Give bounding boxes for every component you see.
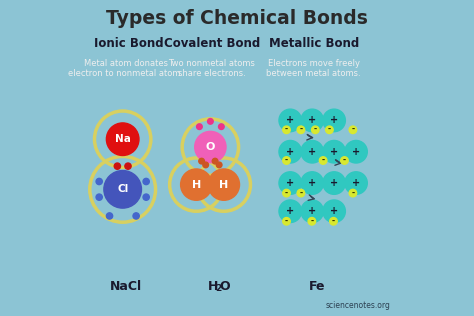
Text: +: + [308, 206, 316, 216]
Circle shape [96, 178, 102, 185]
Circle shape [345, 172, 367, 194]
Circle shape [323, 109, 346, 132]
Text: -: - [332, 217, 335, 226]
Circle shape [323, 200, 346, 222]
Circle shape [297, 126, 305, 134]
Circle shape [125, 163, 131, 169]
Text: sciencenotes.org: sciencenotes.org [326, 301, 391, 310]
Circle shape [283, 217, 290, 225]
Text: Metal atom donates
electron to nonmetal atom.: Metal atom donates electron to nonmetal … [68, 59, 183, 78]
Text: H: H [219, 179, 228, 190]
Circle shape [349, 126, 356, 134]
Text: +: + [286, 178, 294, 188]
Text: O: O [206, 142, 215, 152]
Circle shape [319, 157, 327, 164]
Circle shape [301, 200, 323, 222]
Circle shape [283, 189, 290, 197]
Text: +: + [330, 206, 338, 216]
Circle shape [219, 124, 224, 130]
Circle shape [212, 158, 218, 164]
Circle shape [104, 171, 141, 208]
Text: +: + [286, 206, 294, 216]
Circle shape [208, 118, 213, 124]
Circle shape [283, 126, 290, 134]
Text: -: - [285, 217, 288, 226]
Circle shape [199, 158, 204, 164]
Circle shape [330, 217, 337, 225]
Circle shape [323, 140, 346, 163]
Text: +: + [308, 147, 316, 157]
Text: O: O [219, 280, 230, 293]
Text: +: + [308, 115, 316, 125]
Circle shape [279, 172, 301, 194]
Circle shape [216, 162, 222, 168]
Text: +: + [352, 147, 360, 157]
Circle shape [143, 178, 149, 185]
Circle shape [301, 109, 323, 132]
Circle shape [143, 194, 149, 200]
Circle shape [326, 126, 333, 134]
Circle shape [195, 131, 226, 163]
Text: -: - [314, 125, 317, 134]
Circle shape [301, 172, 323, 194]
Circle shape [301, 140, 323, 163]
Text: -: - [343, 156, 346, 165]
Text: Cl: Cl [117, 184, 128, 194]
Text: +: + [330, 147, 338, 157]
Circle shape [208, 169, 239, 200]
Circle shape [96, 194, 102, 200]
Text: +: + [330, 115, 338, 125]
Text: H: H [191, 179, 201, 190]
Text: Types of Chemical Bonds: Types of Chemical Bonds [106, 9, 368, 28]
Circle shape [341, 157, 348, 164]
Circle shape [279, 109, 301, 132]
Text: Fe: Fe [309, 280, 325, 293]
Text: Two nonmetal atoms
share electrons.: Two nonmetal atoms share electrons. [168, 59, 255, 78]
Circle shape [297, 189, 305, 197]
Text: +: + [352, 178, 360, 188]
Circle shape [323, 172, 346, 194]
Text: -: - [285, 125, 288, 134]
Circle shape [181, 169, 212, 200]
Text: Covalent Bond: Covalent Bond [164, 37, 260, 50]
Circle shape [279, 140, 301, 163]
Text: -: - [351, 125, 355, 134]
Text: +: + [308, 178, 316, 188]
Circle shape [283, 157, 290, 164]
Text: -: - [285, 189, 288, 198]
Text: Electrons move freely
between metal atoms.: Electrons move freely between metal atom… [266, 59, 361, 78]
Text: +: + [286, 147, 294, 157]
Circle shape [203, 162, 209, 168]
Text: -: - [285, 156, 288, 165]
Circle shape [133, 213, 139, 219]
Text: -: - [328, 125, 331, 134]
Text: H: H [208, 280, 219, 293]
Circle shape [311, 126, 319, 134]
Text: Ionic Bond: Ionic Bond [94, 37, 164, 50]
Circle shape [349, 189, 356, 197]
Text: Na: Na [115, 134, 131, 144]
Text: NaCl: NaCl [110, 280, 142, 293]
Text: +: + [286, 115, 294, 125]
Circle shape [106, 123, 139, 155]
Text: -: - [300, 189, 302, 198]
Text: -: - [321, 156, 325, 165]
Text: 2: 2 [215, 284, 221, 293]
Text: -: - [310, 217, 313, 226]
Circle shape [197, 124, 202, 130]
Text: +: + [330, 178, 338, 188]
Circle shape [114, 163, 120, 169]
Circle shape [345, 140, 367, 163]
Text: -: - [300, 125, 302, 134]
Text: -: - [351, 189, 355, 198]
Text: Metallic Bond: Metallic Bond [269, 37, 359, 50]
Circle shape [279, 200, 301, 222]
Circle shape [308, 217, 316, 225]
Circle shape [106, 213, 113, 219]
